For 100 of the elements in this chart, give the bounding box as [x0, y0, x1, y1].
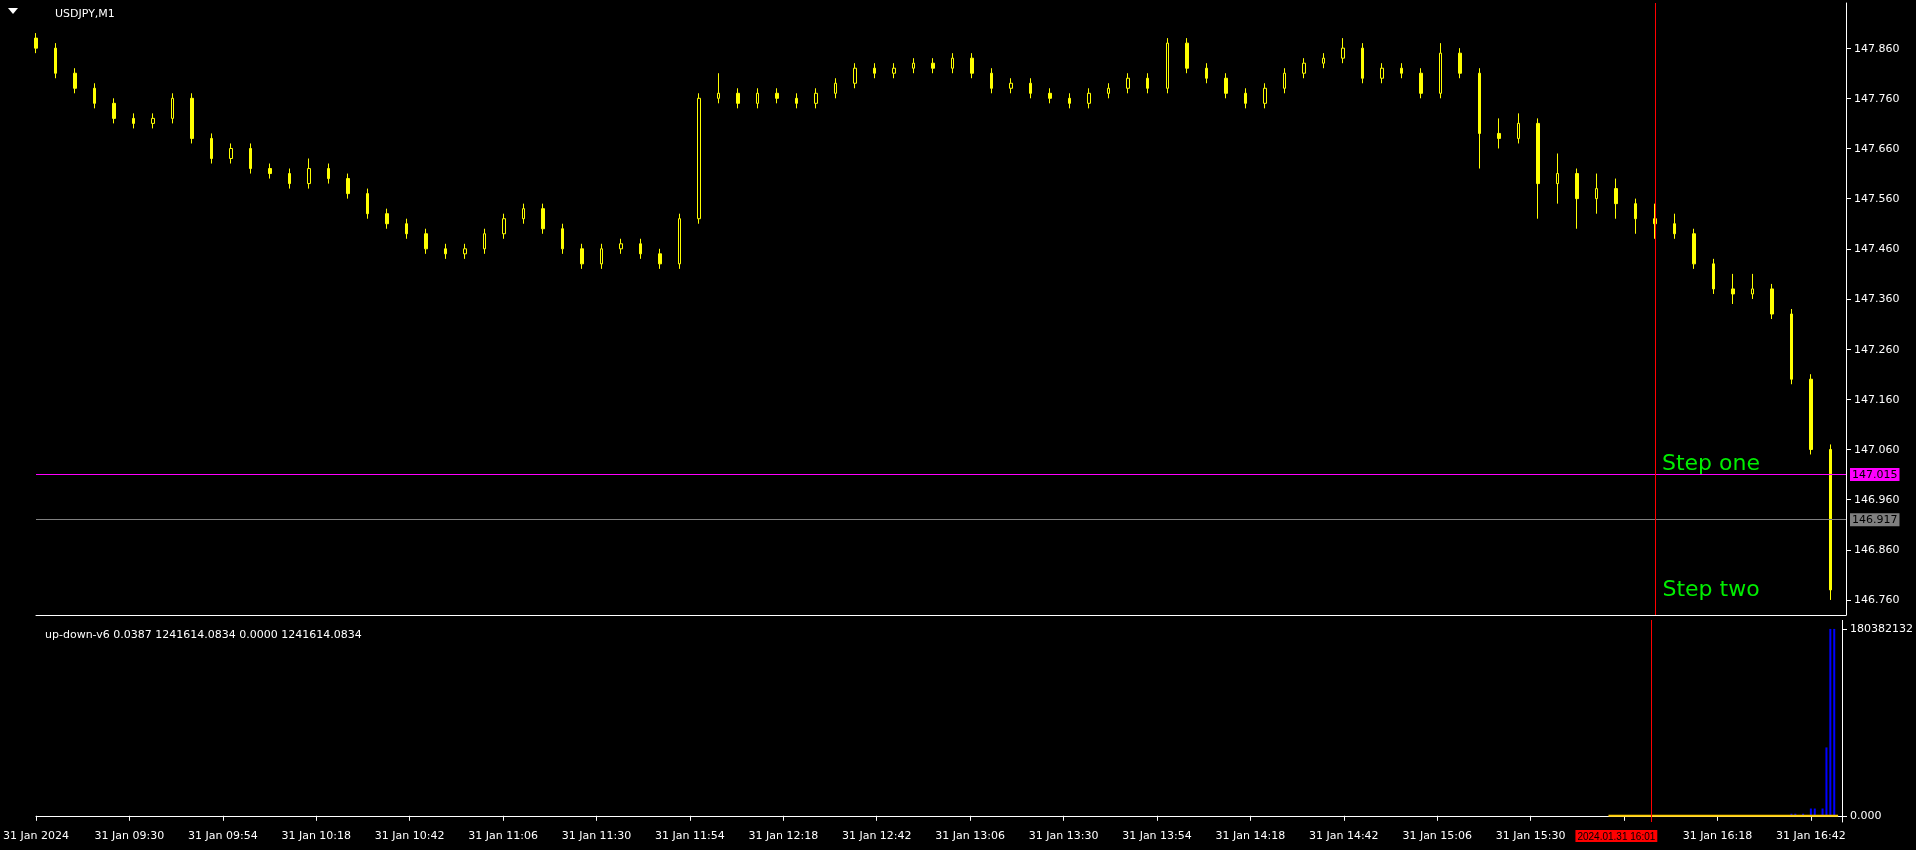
y-tick-label: 147.660 [1854, 141, 1900, 155]
candlestick [405, 218, 408, 240]
candlestick [678, 213, 681, 270]
candlestick [1322, 52, 1325, 69]
candlestick [1809, 373, 1813, 455]
candlestick [93, 82, 96, 109]
candlestick [1302, 57, 1306, 79]
candlestick [853, 62, 857, 89]
candlestick [756, 87, 759, 109]
candlestick [814, 87, 818, 109]
candlestick [1536, 117, 1540, 220]
candlestick [619, 238, 623, 255]
candlestick [541, 203, 545, 235]
y-tick-label: 147.860 [1854, 41, 1900, 55]
candlestick [1595, 173, 1598, 215]
x-tick-label: 31 Jan 14:42 [1308, 829, 1379, 842]
x-tick-label: 31 Jan 10:18 [281, 829, 352, 842]
candlestick [931, 57, 935, 74]
candlestick [190, 92, 194, 144]
candlestick [951, 52, 954, 74]
x-tick-label: 31 Jan 11:54 [655, 829, 725, 842]
candlestick [1439, 42, 1442, 99]
y-tick-label: 0.000 [1850, 809, 1882, 823]
candlestick [834, 77, 837, 99]
x-tick-label: 31 Jan 16:42 [1776, 829, 1846, 842]
candlestick [775, 87, 779, 104]
candlestick [1068, 92, 1071, 109]
candlestick [1400, 62, 1403, 79]
candlestick [1009, 77, 1013, 94]
candlestick [658, 248, 662, 270]
candlestick [1185, 37, 1189, 74]
candlestick [522, 203, 525, 225]
y-tick-label: 146.960 [1854, 493, 1900, 507]
candlestick [112, 97, 116, 124]
candlestick [1146, 72, 1149, 94]
candlestick [1751, 273, 1754, 300]
candlestick [54, 42, 57, 79]
x-tick-label: 31 Jan 13:06 [935, 829, 1005, 842]
candlestick [444, 243, 447, 260]
candlestick [73, 67, 77, 94]
annotation: Step two [1662, 575, 1760, 601]
candlestick [1244, 87, 1247, 109]
candlestick [1634, 198, 1637, 235]
candlestick [1556, 152, 1559, 205]
candlestick [346, 173, 350, 200]
candlestick [463, 243, 467, 260]
candlestick [1107, 82, 1110, 99]
chart-title: USDJPY,M1 [55, 7, 115, 20]
y-tick-label: 147.160 [1854, 392, 1900, 406]
candlestick [873, 62, 876, 79]
y-tick-label: 146.760 [1854, 593, 1900, 607]
candlestick [132, 112, 135, 129]
candlestick [1673, 213, 1676, 240]
y-tick-label: 180382132 [1850, 622, 1914, 636]
candlestick [736, 87, 740, 109]
candlestick [1712, 258, 1715, 295]
candlestick [990, 67, 993, 94]
candlestick [268, 163, 272, 180]
candlestick [1166, 37, 1169, 94]
y-tick-label: 147.560 [1854, 192, 1900, 206]
candlestick [1478, 67, 1481, 170]
candlestick [1029, 77, 1032, 99]
candlestick [151, 112, 155, 129]
candlestick [1380, 62, 1384, 84]
y-tick-label: 147.460 [1854, 242, 1900, 256]
candlestick [210, 132, 213, 165]
y-tick-label: 147.760 [1854, 91, 1900, 105]
y-tick-label: 147.060 [1854, 442, 1900, 456]
candlestick [1790, 308, 1793, 385]
x-tick-label: 31 Jan 14:18 [1215, 829, 1286, 842]
candlestick [483, 228, 486, 255]
candlestick [1692, 228, 1696, 270]
candlestick [1205, 62, 1208, 84]
y-tick-label: 147.360 [1854, 292, 1900, 306]
candlestick [1517, 112, 1520, 144]
candlestick [1361, 42, 1364, 84]
candlestick [580, 243, 584, 270]
candlestick [1087, 87, 1091, 109]
candlestick [912, 57, 915, 74]
candlestick [697, 92, 701, 225]
candlestick [1614, 178, 1618, 220]
ref-line-label: 2024.01.31 16:01 [1577, 830, 1656, 842]
candlestick [1575, 168, 1579, 230]
x-tick-label: 31 Jan 11:06 [468, 829, 538, 842]
x-tick-label: 31 Jan 12:42 [841, 829, 912, 842]
candlestick [385, 208, 389, 230]
candlestick [229, 142, 233, 165]
candlestick [249, 142, 252, 175]
candlestick [1731, 273, 1735, 305]
bar [1825, 747, 1828, 816]
candlestick [1419, 67, 1423, 99]
x-tick-label: 31 Jan 09:54 [188, 829, 258, 842]
candlestick [1224, 72, 1228, 99]
candlestick [1829, 443, 1832, 601]
x-tick-label: 31 Jan 11:30 [561, 829, 632, 842]
candlestick [970, 52, 974, 79]
candlestick [171, 92, 174, 124]
candlestick [424, 228, 428, 255]
x-tick-label: 31 Jan 13:54 [1122, 829, 1192, 842]
candlestick [502, 213, 506, 240]
